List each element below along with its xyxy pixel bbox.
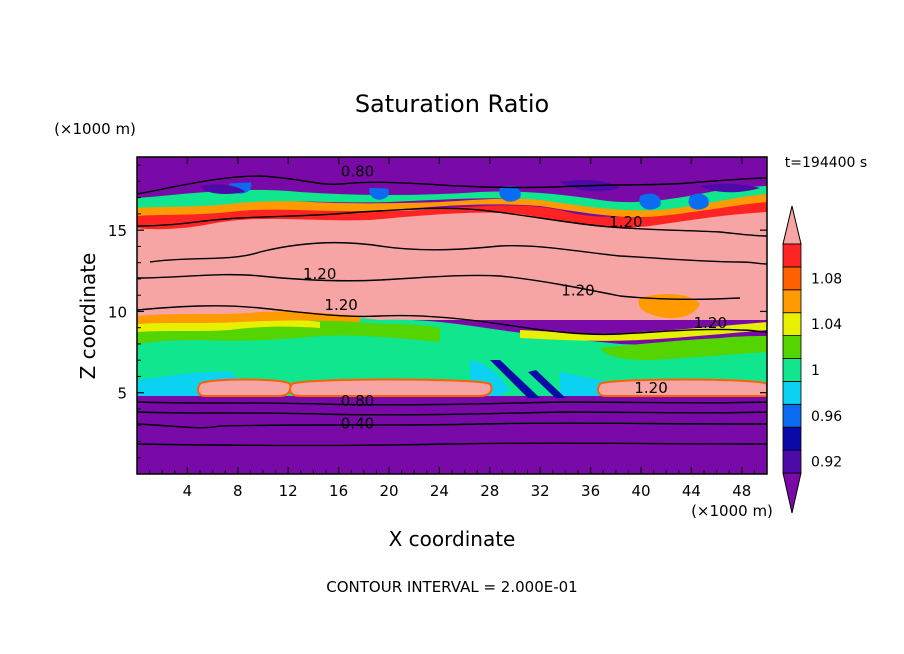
lower-dry-region xyxy=(137,398,767,474)
contour-020-lower xyxy=(137,442,767,447)
y-tick-label: 15 xyxy=(108,222,127,240)
mid-cloud-cyan xyxy=(137,360,620,396)
x-tick-label: 28 xyxy=(480,482,499,500)
x-tick-label: 48 xyxy=(732,482,751,500)
colorbar: 0.92 0.96 1 1.04 1.08 xyxy=(782,205,842,514)
colorbar-swatch xyxy=(782,312,802,337)
colorbar-swatch xyxy=(782,426,802,451)
saturation-field: 0.80 1.20 1.20 1.20 1.20 1.20 1.20 0.80 0.40 xyxy=(137,157,767,474)
contour-label: 1.20 xyxy=(303,265,336,283)
colorbar-swatch xyxy=(782,243,802,268)
lower-pink-lens-mid xyxy=(289,378,493,397)
contour-060-lower xyxy=(137,411,767,416)
y-axis-ticks: 5 10 15 xyxy=(108,164,767,459)
colorbar-label: 0.92 xyxy=(811,455,842,471)
x-tick-label: 36 xyxy=(581,482,600,500)
mid-cloud-yellow xyxy=(137,317,767,341)
colorbar-label: 0.96 xyxy=(811,409,842,425)
x-axis-label: X coordinate xyxy=(389,527,516,551)
contour-label: 1.20 xyxy=(561,281,594,299)
x-unit-label: (×1000 m) xyxy=(691,502,773,520)
contour-label: 1.20 xyxy=(324,296,357,314)
contour-080-upper xyxy=(137,175,767,195)
mid-cloud-orange xyxy=(137,294,700,324)
colorbar-arrow-bottom xyxy=(782,472,802,514)
pink-upper-region xyxy=(137,206,767,320)
contour-120-lower xyxy=(137,273,741,300)
colorbar-swatch xyxy=(782,358,802,382)
contour-label: 1.20 xyxy=(634,379,667,397)
contour-label: 0.40 xyxy=(341,415,374,433)
x-tick-label: 24 xyxy=(430,482,449,500)
y-unit-label: (×1000 m) xyxy=(54,120,136,138)
lower-pink-lens-right xyxy=(597,378,767,397)
x-tick-label: 8 xyxy=(233,482,243,500)
colorbar-label: 1.04 xyxy=(811,317,842,333)
y-tick-label: 10 xyxy=(108,303,127,321)
upper-band-green xyxy=(137,186,767,211)
contour-label: 1.20 xyxy=(694,314,727,332)
contour-120-top xyxy=(137,207,767,237)
colorbar-swatch xyxy=(782,266,802,291)
contour-interval-footer: CONTOUR INTERVAL = 2.000E-01 xyxy=(326,578,577,596)
x-axis-ticks: 4 8 12 16 20 24 28 32 36 40 44 48 xyxy=(149,157,755,500)
upper-band-red xyxy=(137,198,767,230)
colorbar-swatch xyxy=(782,403,802,428)
y-axis-label: Z coordinate xyxy=(76,253,100,380)
x-tick-label: 40 xyxy=(631,482,650,500)
x-tick-label: 20 xyxy=(379,482,398,500)
colorbar-swatch xyxy=(782,449,802,474)
x-tick-label: 16 xyxy=(329,482,348,500)
x-tick-label: 44 xyxy=(682,482,701,500)
colorbar-label: 1 xyxy=(811,363,820,379)
time-label: t=194400 s xyxy=(785,155,867,171)
upper-band-orange xyxy=(137,192,767,218)
lower-pink-lens-left xyxy=(196,378,292,397)
colorbar-swatch xyxy=(782,289,802,314)
x-tick-label: 12 xyxy=(279,482,298,500)
mid-cloud-blue-streak xyxy=(490,360,572,406)
colorbar-swatch xyxy=(782,380,802,405)
contour-label: 0.80 xyxy=(341,163,374,181)
contour-lines xyxy=(137,175,767,447)
contour-120-base xyxy=(137,305,767,336)
contour-040-lower xyxy=(137,422,767,429)
colorbar-swatch xyxy=(782,335,802,359)
y-tick-label: 5 xyxy=(117,385,127,403)
mid-cloud-lightgreen xyxy=(137,318,767,360)
contour-label: 0.80 xyxy=(341,392,374,410)
contour-080-lower xyxy=(137,401,767,406)
colorbar-label: 1.08 xyxy=(811,271,842,287)
contour-120-inner xyxy=(149,241,767,265)
contour-label: 1.20 xyxy=(609,213,642,231)
chart-title: Saturation Ratio xyxy=(355,90,549,118)
x-tick-label: 4 xyxy=(183,482,193,500)
colorbar-arrow-top xyxy=(782,205,802,245)
x-tick-label: 32 xyxy=(531,482,550,500)
contour-labels: 0.80 1.20 1.20 1.20 1.20 1.20 1.20 0.80 0.40 xyxy=(303,163,727,433)
